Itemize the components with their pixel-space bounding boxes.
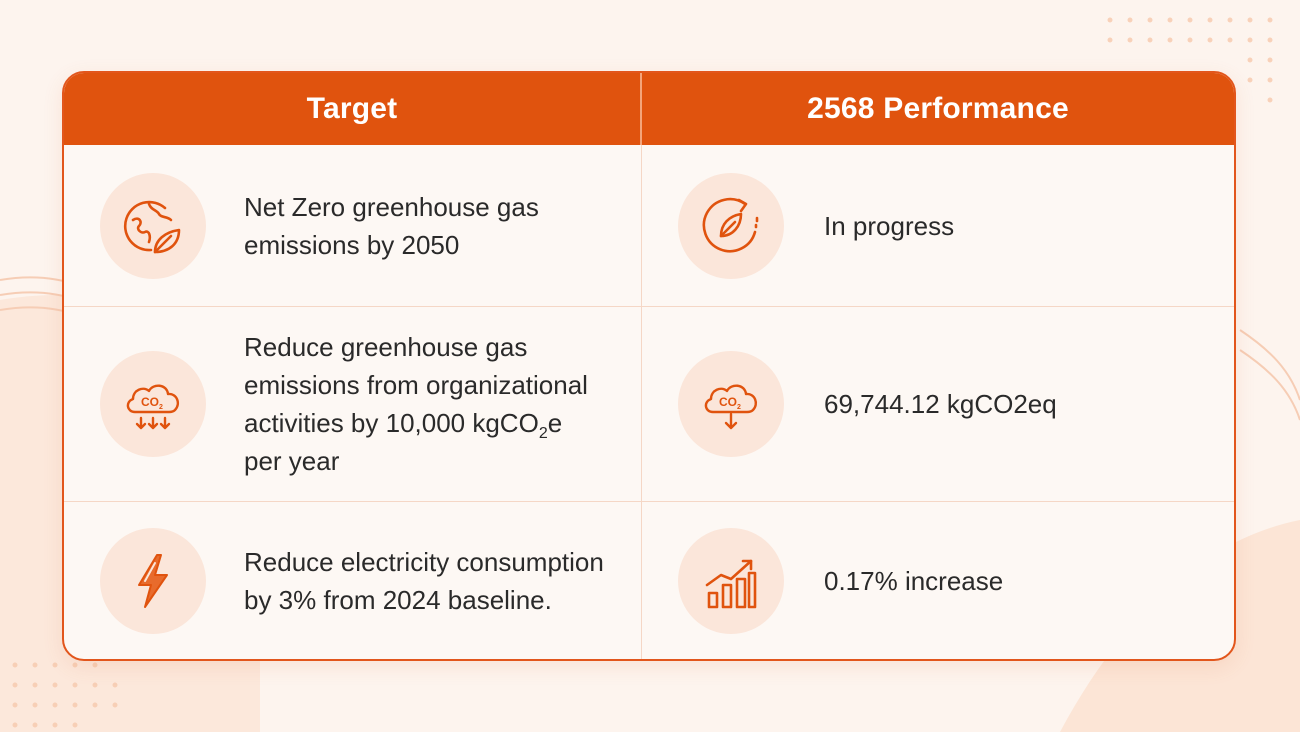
target-text: Reduce electricity consumption by 3% fro…: [244, 546, 604, 615]
globe-leaf-icon: [100, 172, 206, 279]
performance-text: 0.17% increase: [824, 565, 1004, 596]
svg-text:CO: CO: [141, 395, 159, 409]
performance-column-header: 2568 Performance: [807, 92, 1069, 125]
svg-text:2: 2: [159, 404, 163, 411]
table-row: Reduce electricity consumption by 3% fro…: [64, 501, 1234, 659]
target-column-header: Target: [64, 73, 642, 145]
performance-cell: CO 2 69,744.12 kgCO2eq: [642, 307, 1234, 501]
table-row: CO 2 Reduce greenhouse gas emissions fro…: [64, 306, 1234, 501]
target-cell: Reduce electricity consumption by 3% fro…: [64, 502, 642, 659]
leaf-cycle-icon: [678, 172, 784, 279]
target-text: Reduce greenhouse gas emissions from org…: [244, 332, 588, 476]
performance-text: In progress: [824, 210, 955, 241]
co2-cloud-down-icon: CO 2: [678, 351, 784, 457]
performance-cell: In progress: [642, 145, 1234, 306]
target-cell: CO 2 Reduce greenhouse gas emissions fro…: [64, 307, 642, 501]
target-cell: Net Zero greenhouse gas emissions by 205…: [64, 145, 642, 306]
bar-chart-up-icon: [678, 527, 784, 634]
svg-text:2: 2: [737, 404, 741, 411]
table-header: Target 2568 Performance: [64, 73, 1234, 145]
target-text: Net Zero greenhouse gas emissions by 205…: [244, 191, 539, 260]
targets-table: Target 2568 Performance Net Zero greenho…: [62, 71, 1236, 661]
lightning-icon: [100, 527, 206, 634]
table-row: Net Zero greenhouse gas emissions by 205…: [64, 145, 1234, 306]
performance-text: 69,744.12 kgCO2eq: [824, 389, 1057, 419]
performance-cell: 0.17% increase: [642, 502, 1234, 659]
svg-text:CO: CO: [719, 395, 737, 409]
co2-cloud-reduction-icon: CO 2: [100, 351, 206, 457]
